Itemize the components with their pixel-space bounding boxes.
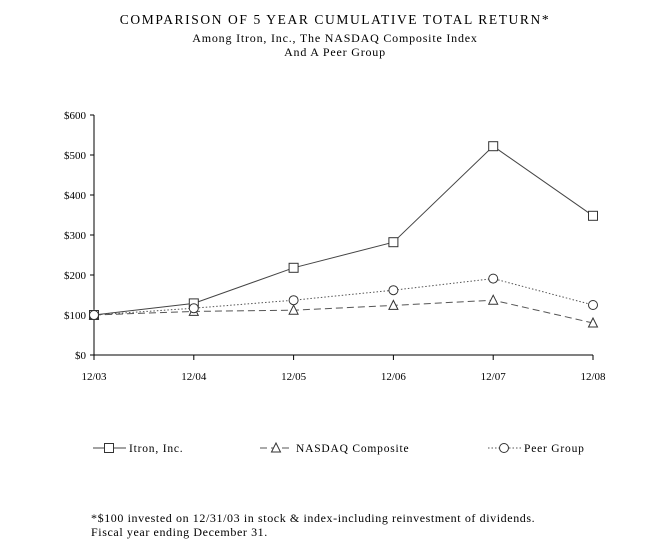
chart-tick-labels: $0 $100 $200 $300 $400 $500 $600 12/03 12/04 12/0… <box>64 110 606 383</box>
data-point-triangle <box>288 304 299 315</box>
chart-legend: Itron, Inc. NASDAQ Composite Peer Group <box>93 441 585 455</box>
data-point-square <box>288 262 299 273</box>
legend-item: Peer Group <box>488 443 585 455</box>
data-point-square <box>588 210 598 221</box>
data-point-circle <box>288 295 299 306</box>
chart-subtitle-line-2: And A Peer Group <box>284 45 386 59</box>
legend-label: Itron, Inc. <box>129 443 183 455</box>
data-point-square <box>388 237 399 248</box>
legend-marker-square <box>104 443 114 453</box>
series-triangle <box>88 294 599 328</box>
y-tick-label: $400 <box>64 190 87 202</box>
footnote-line-1: *$100 invested on 12/31/03 in stock & in… <box>91 511 536 525</box>
x-tick-label: 12/08 <box>580 371 606 383</box>
data-point-square <box>488 141 499 152</box>
y-tick-label: $300 <box>64 230 87 242</box>
y-tick-label: $600 <box>64 110 87 122</box>
series-line <box>93 145 594 316</box>
legend-marker-circle <box>499 443 509 453</box>
data-point-circle <box>188 303 199 314</box>
series-square <box>89 141 598 320</box>
y-tick-label: $500 <box>64 150 87 162</box>
legend-label: Peer Group <box>524 443 585 455</box>
chart-axes <box>90 114 594 360</box>
data-point-circle <box>588 300 598 310</box>
y-tick-label: $100 <box>64 310 87 322</box>
x-tick-label: 12/03 <box>81 371 107 383</box>
chart-subtitle-line-1: Among Itron, Inc., The NASDAQ Composite … <box>192 31 478 45</box>
y-tick-label: $200 <box>64 270 87 282</box>
data-point-circle <box>89 310 99 320</box>
x-tick-label: 12/06 <box>381 371 407 383</box>
y-tick-label: $0 <box>75 350 87 362</box>
chart-title: COMPARISON OF 5 YEAR CUMULATIVE TOTAL RE… <box>119 12 551 27</box>
legend-item: NASDAQ Composite <box>260 441 409 455</box>
data-point-triangle <box>587 316 599 328</box>
data-point-circle <box>388 285 399 296</box>
x-tick-label: 12/05 <box>281 371 307 383</box>
x-tick-label: 12/04 <box>181 371 207 383</box>
legend-label: NASDAQ Composite <box>296 443 409 455</box>
data-point-triangle <box>388 299 399 310</box>
data-point-triangle <box>487 294 499 305</box>
chart-series <box>88 141 599 328</box>
series-circle <box>89 273 598 320</box>
x-tick-label: 12/07 <box>481 371 507 383</box>
series-line <box>93 278 594 316</box>
footnote-line-2: Fiscal year ending December 31. <box>91 525 268 539</box>
series-line <box>93 299 594 324</box>
data-point-circle <box>488 273 499 284</box>
legend-item: Itron, Inc. <box>93 443 183 455</box>
legend-marker-triangle <box>270 441 282 453</box>
